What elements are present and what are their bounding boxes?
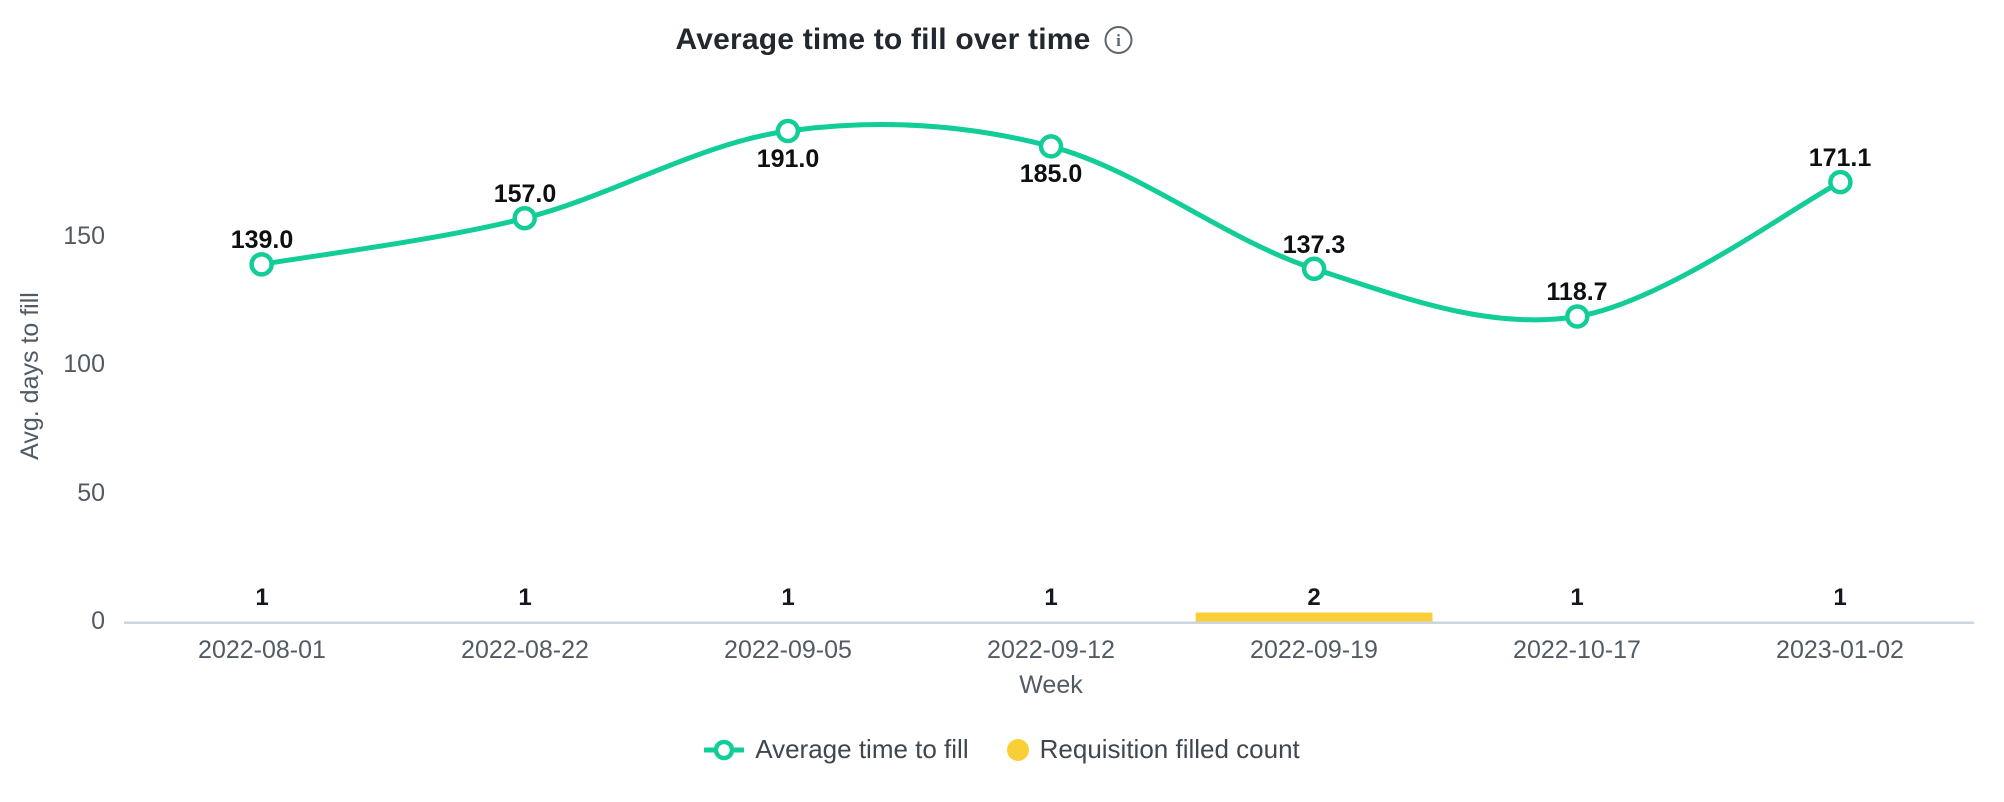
x-axis-line <box>124 621 1974 624</box>
requisition-filled-bar[interactable] <box>1195 612 1433 622</box>
bar-count-label: 1 <box>1570 584 1584 611</box>
point-value-label: 139.0 <box>230 226 294 254</box>
y-axis-tick-label: 100 <box>63 350 105 378</box>
y-axis-tick-label: 150 <box>63 222 105 250</box>
data-point-marker[interactable] <box>775 118 801 144</box>
point-value-label: 118.7 <box>1546 278 1608 306</box>
x-axis-title: Week <box>1019 671 1083 699</box>
bar-count-label: 1 <box>255 584 269 611</box>
point-value-label: 171.1 <box>1808 144 1872 172</box>
bar-series-legend-icon <box>1006 738 1029 761</box>
point-value-label: 137.3 <box>1282 231 1346 259</box>
chart-title-row: Average time to fill over time i <box>675 23 1133 57</box>
legend-item-requisition-filled-count[interactable]: Requisition filled count <box>1006 734 1300 765</box>
legend-label: Average time to fill <box>755 734 969 764</box>
y-axis-title: Avg. days to fill <box>16 292 44 460</box>
info-icon[interactable]: i <box>1104 26 1133 54</box>
bar-count-label: 1 <box>1044 584 1058 611</box>
point-value-label: 191.0 <box>756 145 820 173</box>
bar-count-label: 1 <box>518 584 532 611</box>
x-axis-tick-label: 2022-09-05 <box>724 636 852 664</box>
point-value-label: 185.0 <box>1019 160 1083 188</box>
line-series-legend-icon <box>704 739 745 760</box>
data-point-marker[interactable] <box>1038 134 1064 159</box>
data-point-marker[interactable] <box>1828 169 1853 195</box>
data-point-marker[interactable] <box>249 252 274 277</box>
data-point-marker[interactable] <box>1301 256 1327 282</box>
x-axis-tick-label: 2022-08-22 <box>461 636 589 664</box>
y-axis-tick-label: 50 <box>77 479 105 507</box>
legend-item-average-time-to-fill[interactable]: Average time to fill <box>704 734 969 765</box>
x-axis-tick-label: 2022-08-01 <box>198 636 326 664</box>
legend-label: Requisition filled count <box>1039 734 1300 764</box>
chart-title: Average time to fill over time <box>675 23 1091 56</box>
x-axis-tick-label: 2022-10-17 <box>1513 636 1641 664</box>
legend: Average time to fill Requisition filled … <box>0 734 2004 765</box>
point-value-label: 157.0 <box>493 180 557 208</box>
bar-count-label: 1 <box>1833 584 1847 611</box>
bar-count-label: 1 <box>781 584 795 611</box>
data-point-marker[interactable] <box>1565 304 1590 329</box>
x-axis-tick-label: 2022-09-12 <box>987 636 1115 664</box>
x-axis-tick-label: 2023-01-02 <box>1776 636 1904 664</box>
x-axis-tick-label: 2022-09-19 <box>1250 636 1378 664</box>
data-point-marker[interactable] <box>512 205 537 231</box>
y-axis-tick-label: 0 <box>91 607 105 635</box>
bar-count-label: 2 <box>1307 584 1321 611</box>
